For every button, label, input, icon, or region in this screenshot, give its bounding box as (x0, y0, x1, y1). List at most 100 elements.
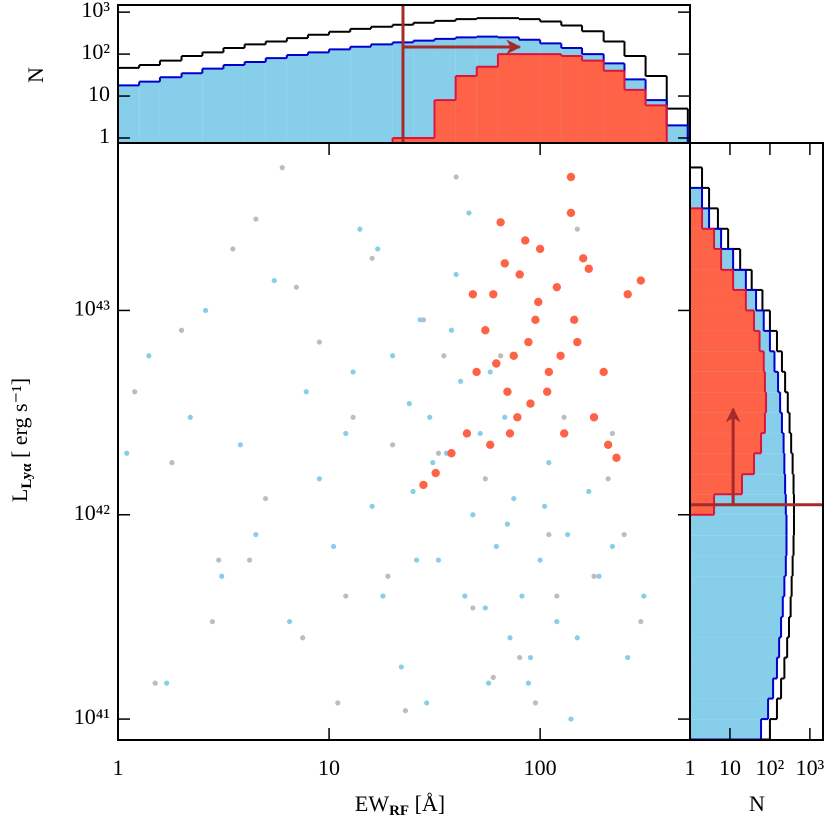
point (246, 557, 253, 563)
point (441, 353, 447, 359)
point (603, 440, 613, 450)
point (507, 635, 513, 641)
point (419, 480, 428, 490)
bin (518, 54, 541, 143)
point (262, 495, 269, 502)
y-tick-label: 10² (81, 39, 110, 64)
bin (370, 44, 393, 143)
histogram (689, 146, 823, 741)
point (596, 573, 602, 579)
bin (202, 68, 224, 143)
point (521, 236, 530, 245)
point (350, 414, 356, 420)
point (524, 337, 533, 347)
point (505, 429, 515, 438)
point (402, 708, 409, 714)
point (574, 635, 580, 641)
point (369, 503, 375, 509)
point (453, 271, 459, 278)
bin (223, 64, 245, 143)
point (335, 700, 341, 706)
point (625, 654, 631, 661)
point (546, 531, 552, 538)
point (568, 716, 574, 722)
y-tick-label: 10⁴¹ (74, 704, 110, 729)
top-frame (117, 4, 691, 144)
bin (690, 555, 786, 577)
point (579, 254, 588, 263)
point (435, 557, 442, 563)
point (636, 276, 646, 285)
bin (540, 54, 562, 143)
point (525, 680, 532, 686)
y-title-rest: [ erg s⁻¹] (7, 378, 32, 464)
point (293, 284, 299, 290)
x-tick-label: 1 (685, 755, 696, 780)
point (219, 573, 225, 579)
bin (329, 49, 351, 143)
point (612, 453, 621, 463)
point (535, 244, 545, 254)
point (485, 680, 492, 686)
point (462, 593, 468, 599)
bin (690, 616, 782, 638)
point (566, 208, 576, 218)
x-tick-label: 100 (524, 755, 557, 780)
point (584, 264, 593, 273)
y-tick-label: 1 (99, 123, 110, 148)
x-tick-label: 10 (318, 755, 340, 780)
bin (286, 55, 308, 143)
bin (139, 81, 160, 143)
bin (666, 125, 688, 143)
point (152, 680, 158, 686)
point (509, 351, 518, 360)
bin (690, 269, 734, 290)
bin (690, 289, 746, 311)
point (513, 413, 522, 422)
point (398, 664, 404, 670)
bin (690, 228, 715, 249)
point (417, 317, 423, 323)
bin (690, 208, 703, 229)
point (504, 521, 511, 527)
plots (117, 5, 823, 741)
point (271, 277, 277, 284)
bin (690, 535, 787, 556)
bin (244, 61, 266, 143)
point (502, 414, 508, 420)
point (470, 512, 476, 518)
bin (476, 66, 498, 143)
bin (690, 187, 703, 209)
point (343, 593, 349, 599)
point (468, 290, 478, 299)
point (385, 573, 391, 579)
point (532, 700, 539, 706)
bin (690, 371, 765, 393)
point (556, 351, 565, 360)
point (279, 165, 285, 171)
point (493, 543, 499, 550)
point (609, 543, 615, 550)
point (350, 369, 356, 375)
point (482, 476, 488, 482)
point (414, 557, 420, 563)
point (178, 327, 185, 333)
point (286, 618, 293, 625)
point (427, 414, 433, 420)
point (124, 450, 130, 456)
point (369, 255, 375, 261)
point (380, 593, 386, 599)
point (573, 337, 582, 347)
point (492, 359, 501, 368)
x-title-sub: RF (389, 803, 409, 819)
point (253, 216, 259, 222)
point (357, 226, 363, 232)
y-tick-label: 10 (88, 81, 110, 106)
bin (690, 248, 722, 270)
point (389, 442, 396, 448)
x-axis-title: EWRF [Å] (355, 791, 445, 819)
point (316, 476, 323, 482)
bin (350, 46, 371, 143)
point (202, 307, 209, 314)
point (187, 414, 193, 420)
